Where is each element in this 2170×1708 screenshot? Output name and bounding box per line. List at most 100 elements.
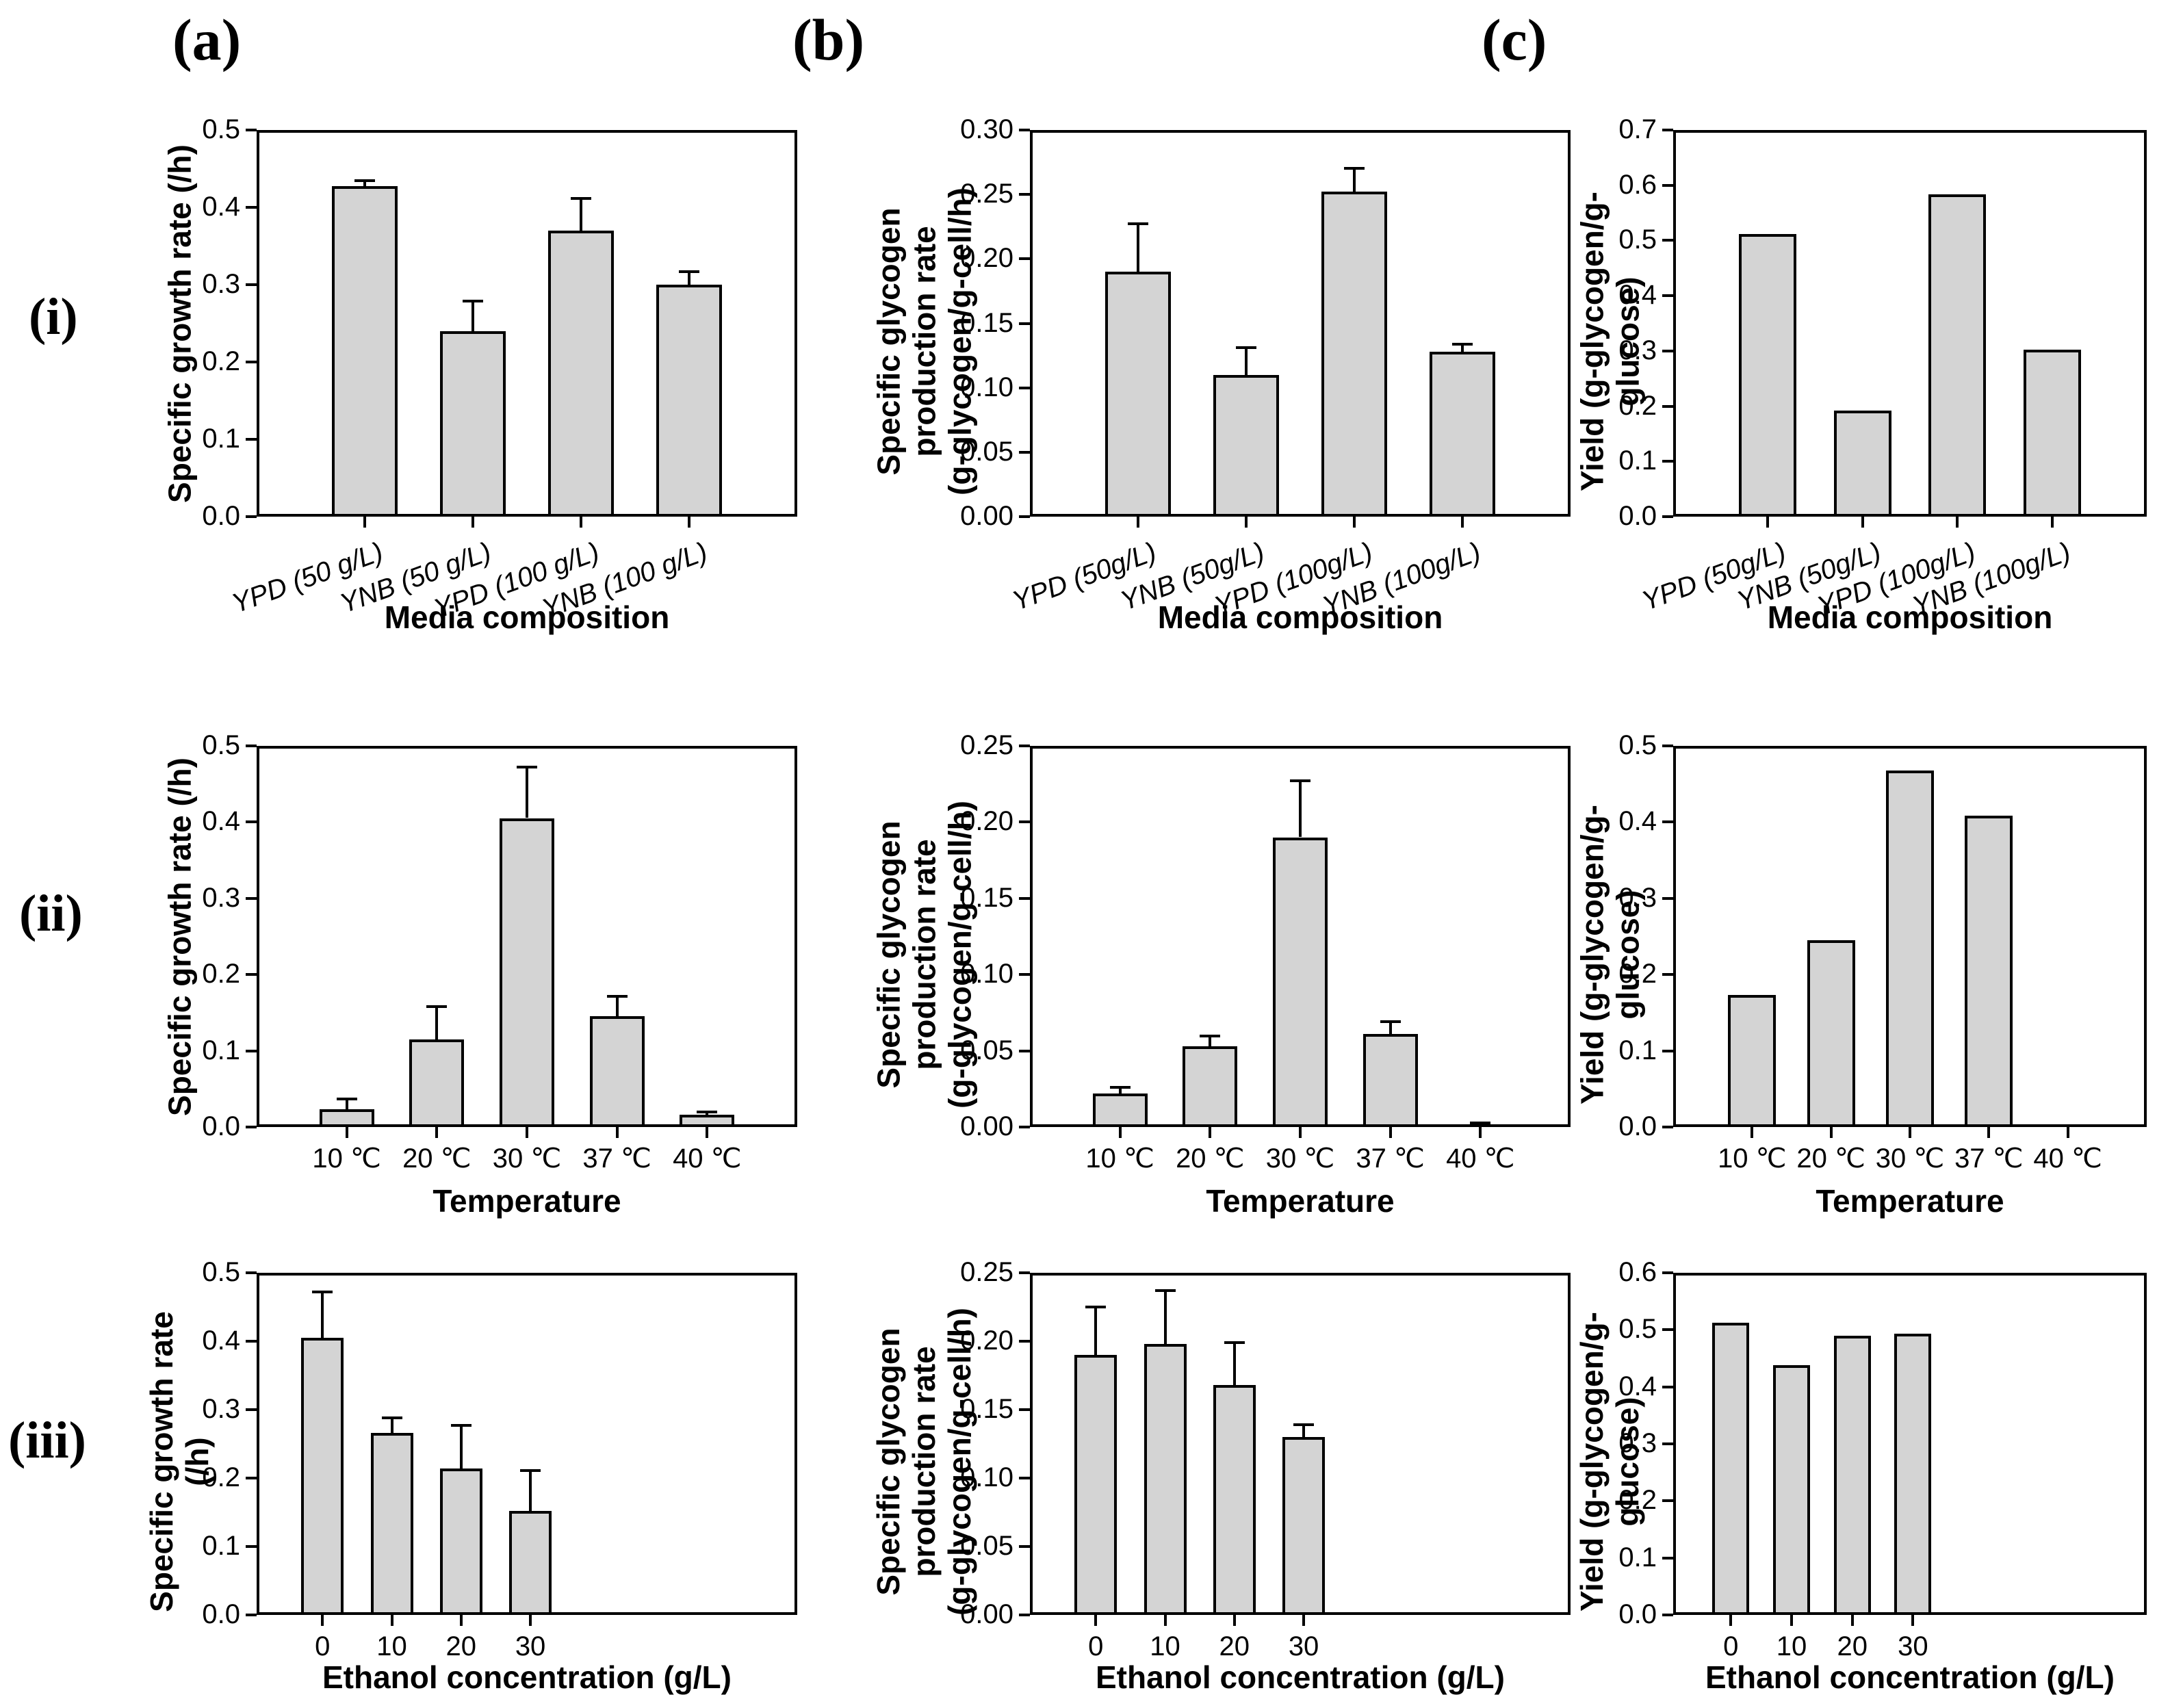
y-tick-label: 0.0 [202,1111,240,1141]
bar [1430,352,1495,517]
y-tick-label: 0.1 [202,1035,240,1065]
y-tick [246,206,257,209]
y-tick-label: 0.5 [1618,730,1657,760]
y-tick [1019,450,1030,454]
y-tick-label: 0.00 [960,1599,1013,1629]
error-bar-cap [1224,1341,1245,1344]
x-tick [390,1615,393,1626]
y-tick-label: 0.15 [960,307,1013,338]
x-tick [1302,1615,1306,1626]
bar [1363,1034,1418,1127]
x-tick-label: 20 [1837,1631,1868,1661]
error-bar-cap [571,196,591,200]
bar [1321,192,1387,517]
y-tick-label: 0.0 [202,501,240,531]
x-tick [688,517,690,528]
error-bar-line [615,997,619,1017]
error-bar-cap [679,270,699,274]
x-tick [321,1615,324,1626]
y-tick-label: 0.6 [1618,1257,1657,1287]
y-tick [1662,1442,1673,1445]
error-bar-cap [1200,1034,1221,1037]
y-tick [1019,386,1030,389]
x-tick [1353,517,1356,528]
y-tick-label: 0.2 [202,1462,240,1492]
y-tick [1662,973,1673,976]
y-tick [1662,1385,1673,1388]
y-tick-label: 0.00 [960,1111,1013,1141]
x-tick [2050,517,2054,528]
error-bar-line [1302,1426,1306,1437]
error-bar-line [472,302,474,331]
bar [1773,1365,1810,1615]
chart-ii-b-x-axis-title: Temperature [1206,1183,1395,1219]
error-bar-line [435,1008,439,1040]
x-tick-label: 30 [515,1631,546,1661]
x-tick-label: 37 ℃ [1356,1143,1425,1174]
y-tick [1662,239,1673,242]
chart-iii-a-plot-area [257,1273,797,1615]
y-tick [1019,1477,1030,1479]
y-axis-title-line: Specific growth rate (/h) [144,1311,215,1612]
y-axis-title-line: Specific glycogen production rate [870,207,942,476]
y-tick [1662,1049,1673,1052]
y-tick [1662,1126,1673,1128]
error-bar-line [1209,1037,1212,1046]
bar [320,1109,374,1127]
x-tick [1461,517,1464,528]
error-bar-cap [1236,346,1256,350]
y-tick-label: 0.3 [202,1394,240,1424]
x-tick-label: 30 ℃ [492,1143,562,1174]
x-tick-label: 40 ℃ [2033,1143,2102,1174]
bar [1886,771,1934,1127]
x-tick-label: 10 ℃ [1718,1143,1787,1174]
y-tick [1019,973,1030,976]
y-tick-label: 0.1 [1618,1035,1657,1065]
x-tick [1209,1127,1212,1138]
y-axis-title-line: Yield (g-glycogen/g-glucose) [1574,1312,1645,1612]
bar [409,1039,464,1127]
bar [1834,1336,1871,1615]
error-bar-line [706,1113,709,1115]
y-tick [1019,515,1030,518]
x-tick [435,1127,439,1138]
error-bar-cap [1470,1121,1491,1124]
error-bar-cap [1085,1306,1107,1308]
bar [1965,816,2013,1127]
error-bar-cap [1380,1020,1401,1024]
row-label-ii: (ii) [19,885,83,942]
y-tick-label: 0.05 [960,1531,1013,1561]
y-tick [246,1545,257,1548]
y-tick [1662,183,1673,187]
x-tick [615,1127,619,1138]
bar [1183,1046,1237,1127]
y-tick-label: 0.4 [1618,1371,1657,1401]
bar [440,331,506,517]
y-tick [1662,294,1673,298]
error-bar-cap [606,994,628,998]
bar [1074,1355,1117,1615]
error-bar-line [1094,1308,1098,1355]
chart-i-a-x-axis-title: Media composition [384,599,670,635]
y-tick-label: 0.3 [1618,882,1657,913]
x-tick-label: 0 [315,1631,331,1661]
y-tick-label: 0.0 [1618,1111,1657,1141]
y-tick [246,129,257,131]
y-tick-label: 0.4 [202,1325,240,1356]
x-tick-label: 37 ℃ [1954,1143,2024,1174]
error-bar-cap [1293,1423,1315,1426]
chart-iii-a-x-axis-title: Ethanol concentration (g/L) [322,1659,732,1695]
bar [2024,350,2081,517]
bar [1807,940,1855,1127]
x-tick [1388,1127,1392,1138]
chart-ii-a-x-axis-title: Temperature [432,1183,621,1219]
error-bar-line [580,199,582,231]
y-tick-label: 0.25 [960,179,1013,209]
y-tick-label: 0.0 [1618,501,1657,531]
x-tick [706,1127,709,1138]
error-bar-line [1245,349,1248,376]
y-tick [1662,1328,1673,1332]
x-tick [459,1615,463,1626]
y-tick-label: 0.7 [1618,114,1657,144]
error-bar-line [1163,1292,1167,1344]
